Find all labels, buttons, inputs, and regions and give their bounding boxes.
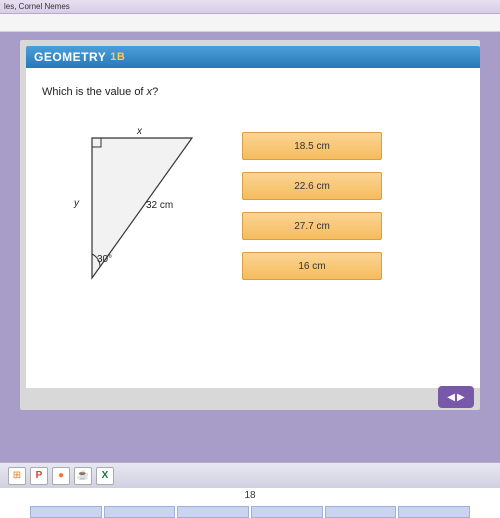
taskbar-app-icon[interactable]: ● [52,467,70,485]
lesson-frame: GEOMETRY 1B Which is the value of x? x y… [20,40,480,410]
banner-title: GEOMETRY [34,50,106,64]
banner-subtitle: 1B [110,51,125,63]
taskbar-app-icon[interactable]: X [96,467,114,485]
answer-list: 18.5 cm 22.6 cm 27.7 cm 16 cm [242,132,382,308]
triangle-svg [52,128,222,298]
triangle-diagram: x y 32 cm 30° [42,128,222,308]
lesson-banner: GEOMETRY 1B [26,46,480,68]
nav-next-icon[interactable]: ▶ [457,392,465,403]
toolbar-strip [0,14,500,32]
question-content: Which is the value of x? x y 32 cm 30° 1… [26,68,480,388]
nav-arrows[interactable]: ◀ ▶ [438,386,474,408]
progress-seg[interactable] [325,506,397,518]
taskbar: ⊞ P ● ☕ X [0,462,500,488]
answer-option[interactable]: 27.7 cm [242,212,382,240]
progress-strip: 18 [0,488,500,518]
progress-seg[interactable] [30,506,102,518]
work-area: x y 32 cm 30° 18.5 cm 22.6 cm 27.7 cm 16… [42,128,464,308]
nav-prev-icon[interactable]: ◀ [447,392,455,403]
label-angle: 30° [97,254,112,265]
window-title: les, Cornel Nemes [4,2,70,11]
app-outer-frame: GEOMETRY 1B Which is the value of x? x y… [0,32,500,462]
progress-seg[interactable] [251,506,323,518]
progress-seg[interactable] [104,506,176,518]
label-y: y [74,198,79,209]
taskbar-app-icon[interactable]: ☕ [74,467,92,485]
question-text: Which is the value of x? [42,86,464,98]
label-x: x [137,126,142,137]
question-suffix: ? [152,86,158,98]
page-number: 18 [244,490,255,501]
question-prefix: Which is the value of [42,86,147,98]
answer-option[interactable]: 16 cm [242,252,382,280]
label-hypotenuse: 32 cm [146,200,173,211]
window-titlebar: les, Cornel Nemes [0,0,500,14]
answer-option[interactable]: 22.6 cm [242,172,382,200]
answer-option[interactable]: 18.5 cm [242,132,382,160]
progress-seg[interactable] [177,506,249,518]
progress-seg[interactable] [398,506,470,518]
taskbar-app-icon[interactable]: P [30,467,48,485]
progress-segments [30,506,470,518]
taskbar-app-icon[interactable]: ⊞ [8,467,26,485]
